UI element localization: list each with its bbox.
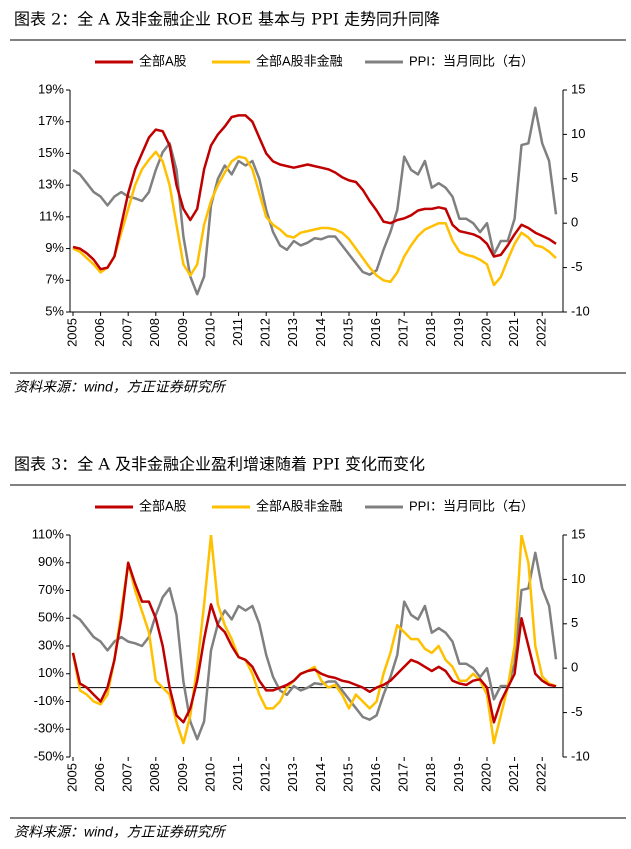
x-tick-label: 2005	[64, 763, 79, 792]
y-tick-label: -30%	[34, 721, 65, 736]
y2-tick-label: 15	[571, 81, 585, 96]
y2-tick-label: 0	[571, 660, 578, 675]
y-tick-label: 70%	[38, 582, 64, 597]
legend-label: 全部A股	[139, 498, 187, 513]
legend-label: 全部A股非金融	[256, 498, 343, 513]
series-line	[71, 535, 557, 745]
x-tick-label: 2020	[478, 763, 493, 792]
y2-tick-label: 5	[571, 170, 578, 185]
y-tick-label: 15%	[38, 145, 64, 160]
x-tick-label: 2019	[451, 763, 466, 792]
x-tick-label: 2006	[92, 763, 107, 792]
y-tick-label: -50%	[34, 748, 65, 763]
y2-tick-label: 0	[571, 215, 578, 230]
x-tick-label: 2017	[396, 763, 411, 792]
x-tick-label: 2018	[423, 763, 438, 792]
x-tick-label: 2022	[534, 318, 549, 347]
series-line	[72, 551, 558, 741]
y-tick-label: 17%	[38, 113, 64, 128]
y2-tick-label: -10	[571, 748, 590, 763]
x-tick-label: 2016	[368, 763, 383, 792]
x-tick-label: 2007	[120, 318, 135, 347]
x-tick-label: 2015	[340, 763, 355, 792]
y-tick-label: 5%	[45, 303, 64, 318]
y2-tick-label: 15	[571, 526, 585, 541]
x-tick-label: 2017	[396, 318, 411, 347]
legend-label: PPI：当月同比（右）	[409, 53, 534, 68]
x-tick-label: 2021	[506, 318, 521, 347]
x-tick-label: 2016	[368, 318, 383, 347]
x-tick-label: 2005	[64, 318, 79, 347]
x-tick-label: 2019	[451, 318, 466, 347]
y2-tick-label: 10	[571, 126, 585, 141]
x-tick-label: 2007	[120, 763, 135, 792]
y-tick-label: 110%	[32, 526, 65, 541]
y2-tick-label: -5	[571, 704, 583, 719]
x-tick-label: 2021	[506, 763, 521, 792]
x-tick-label: 2006	[92, 318, 107, 347]
legend-label: PPI：当月同比（右）	[409, 498, 534, 513]
y-tick-label: 30%	[38, 637, 64, 652]
x-tick-label: 2013	[285, 318, 300, 347]
x-tick-label: 2015	[340, 318, 355, 347]
x-tick-label: 2014	[313, 318, 328, 347]
y2-tick-label: 5	[571, 615, 578, 630]
y2-tick-label: -5	[571, 259, 583, 274]
x-tick-label: 2010	[202, 318, 217, 347]
x-tick-label: 2011	[230, 763, 245, 791]
x-tick-label: 2009	[175, 318, 190, 347]
series-line	[72, 106, 558, 296]
y-tick-label: -10%	[34, 693, 65, 708]
y-tick-label: 11%	[39, 208, 64, 223]
y-tick-label: 9%	[45, 240, 64, 255]
x-tick-label: 2012	[258, 318, 273, 347]
x-tick-label: 2013	[285, 763, 300, 792]
chart-title: 图表 2：全 A 及非金融企业 ROE 基本与 PPI 走势同升同降	[14, 10, 440, 29]
chart-title: 图表 3：全 A 及非金融企业盈利增速随着 PPI 变化而变化	[14, 455, 425, 474]
y-tick-label: 90%	[38, 554, 64, 569]
legend-label: 全部A股非金融	[256, 53, 343, 68]
x-tick-label: 2008	[147, 318, 162, 347]
y-tick-label: 13%	[38, 177, 64, 192]
x-tick-label: 2022	[534, 763, 549, 792]
series-line	[71, 561, 557, 724]
x-tick-label: 2009	[175, 763, 190, 792]
y2-tick-label: -10	[571, 303, 590, 318]
x-tick-label: 2014	[313, 763, 328, 792]
source: 资料来源：wind，方正证券研究所	[14, 824, 227, 840]
y-tick-label: 50%	[38, 610, 64, 625]
y-tick-label: 7%	[45, 272, 64, 287]
series-line	[72, 150, 557, 287]
x-tick-label: 2011	[230, 318, 245, 346]
y2-tick-label: 10	[571, 571, 585, 586]
x-tick-label: 2018	[423, 318, 438, 347]
source: 资料来源：wind，方正证券研究所	[14, 379, 227, 395]
series-line	[72, 114, 557, 271]
x-tick-label: 2008	[147, 763, 162, 792]
x-tick-label: 2020	[478, 318, 493, 347]
legend-label: 全部A股	[139, 53, 187, 68]
x-tick-label: 2012	[258, 763, 273, 792]
y-tick-label: 10%	[38, 665, 64, 680]
x-tick-label: 2010	[202, 763, 217, 792]
y-tick-label: 19%	[38, 81, 64, 96]
